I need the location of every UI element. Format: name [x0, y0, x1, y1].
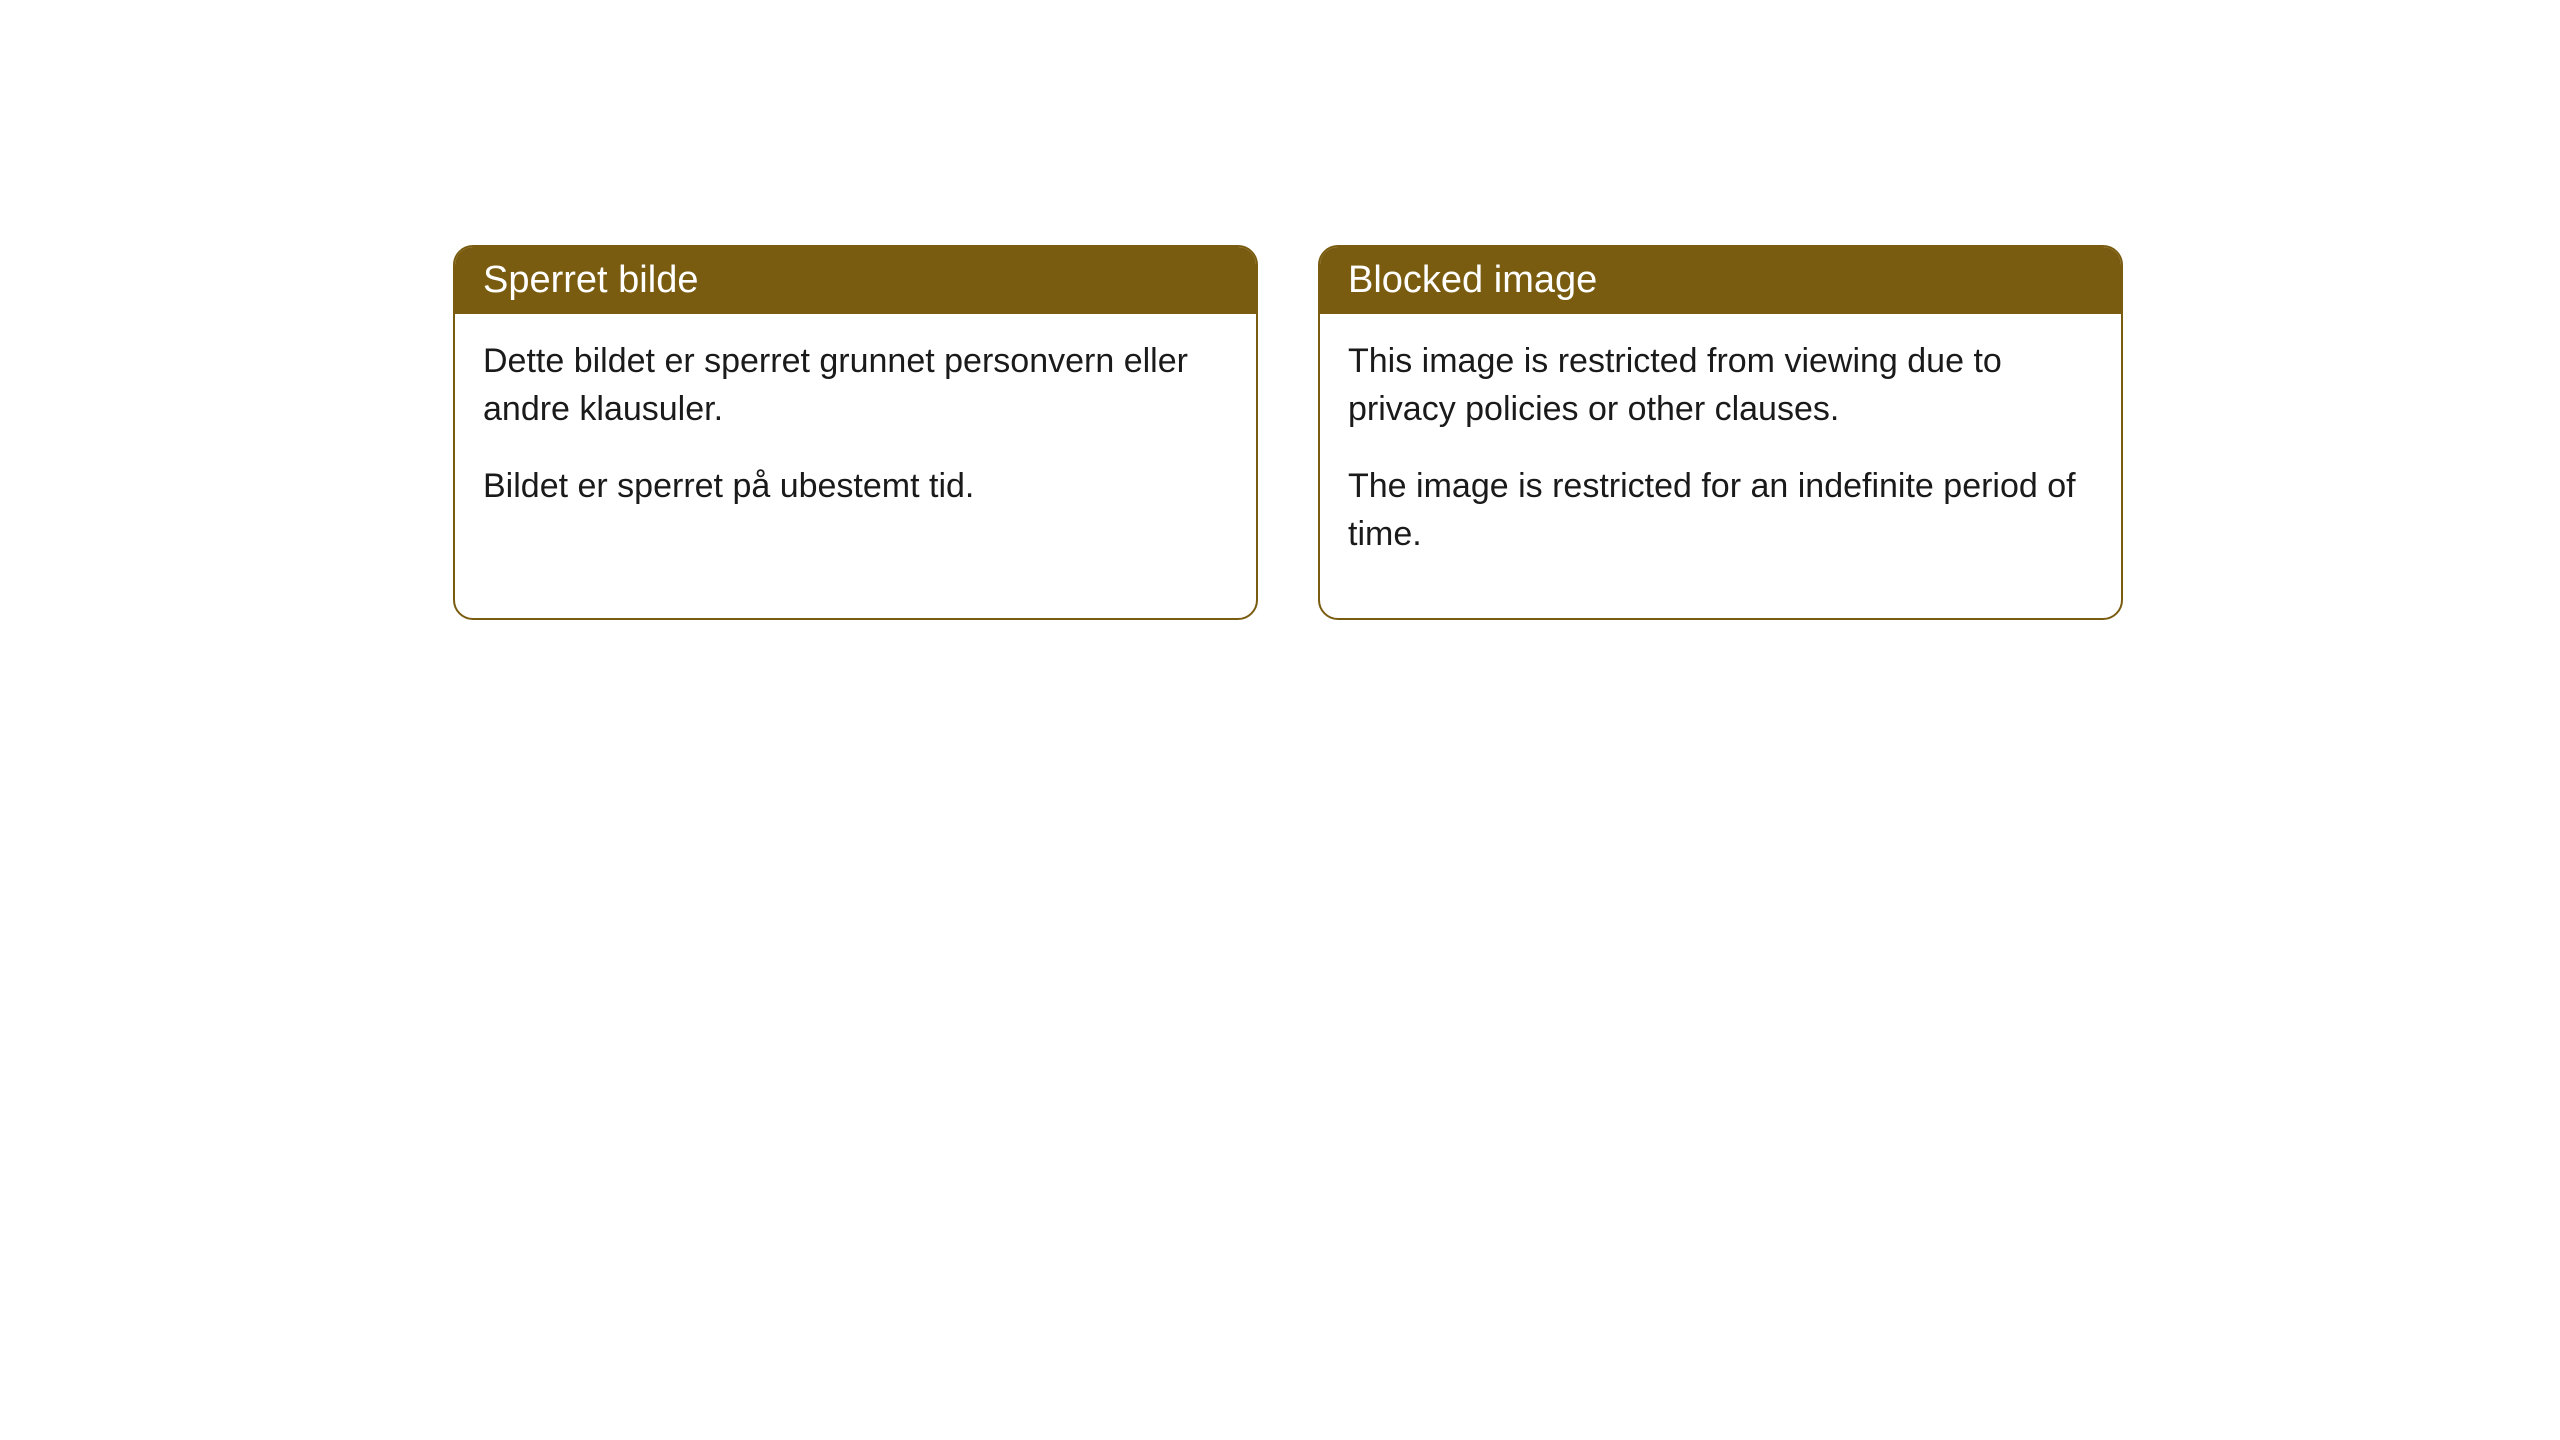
- card-paragraph: Bildet er sperret på ubestemt tid.: [483, 463, 1228, 511]
- notice-card-english: Blocked image This image is restricted f…: [1318, 245, 2123, 620]
- card-title: Sperret bilde: [483, 259, 698, 301]
- card-body: This image is restricted from viewing du…: [1320, 314, 2121, 618]
- card-body: Dette bildet er sperret grunnet personve…: [455, 314, 1256, 571]
- card-header: Blocked image: [1320, 247, 2121, 314]
- card-paragraph: Dette bildet er sperret grunnet personve…: [483, 338, 1228, 433]
- card-paragraph: The image is restricted for an indefinit…: [1348, 463, 2093, 558]
- notice-card-norwegian: Sperret bilde Dette bildet er sperret gr…: [453, 245, 1258, 620]
- card-paragraph: This image is restricted from viewing du…: [1348, 338, 2093, 433]
- card-title: Blocked image: [1348, 259, 1597, 301]
- card-header: Sperret bilde: [455, 247, 1256, 314]
- notice-cards-container: Sperret bilde Dette bildet er sperret gr…: [453, 245, 2123, 620]
